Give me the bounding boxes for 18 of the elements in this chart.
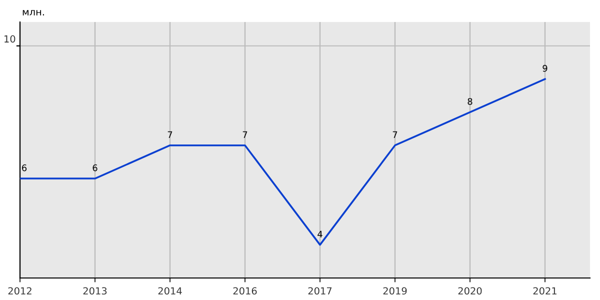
x-tick-label: 2019 [383, 287, 407, 295]
data-label: 6 [92, 164, 98, 172]
data-label: 9 [542, 64, 548, 72]
data-label: 7 [392, 131, 398, 138]
x-tick-label: 2016 [233, 287, 257, 295]
data-label: 6 [22, 164, 27, 172]
x-tick-label: 2021 [533, 287, 556, 295]
ref-line-label: 10 [4, 35, 16, 43]
x-tick-label: 2014 [158, 287, 182, 295]
x-tick-label: 2013 [83, 287, 107, 295]
data-label: 4 [318, 230, 322, 238]
data-label: 7 [168, 131, 172, 138]
data-label: 7 [242, 131, 248, 138]
x-tick-label: 2017 [308, 287, 332, 295]
x-tick-label: 2012 [8, 287, 32, 295]
data-label: 8 [468, 98, 472, 105]
y-axis-title: млн. [22, 10, 44, 16]
x-tick-label: 2020 [458, 287, 482, 295]
